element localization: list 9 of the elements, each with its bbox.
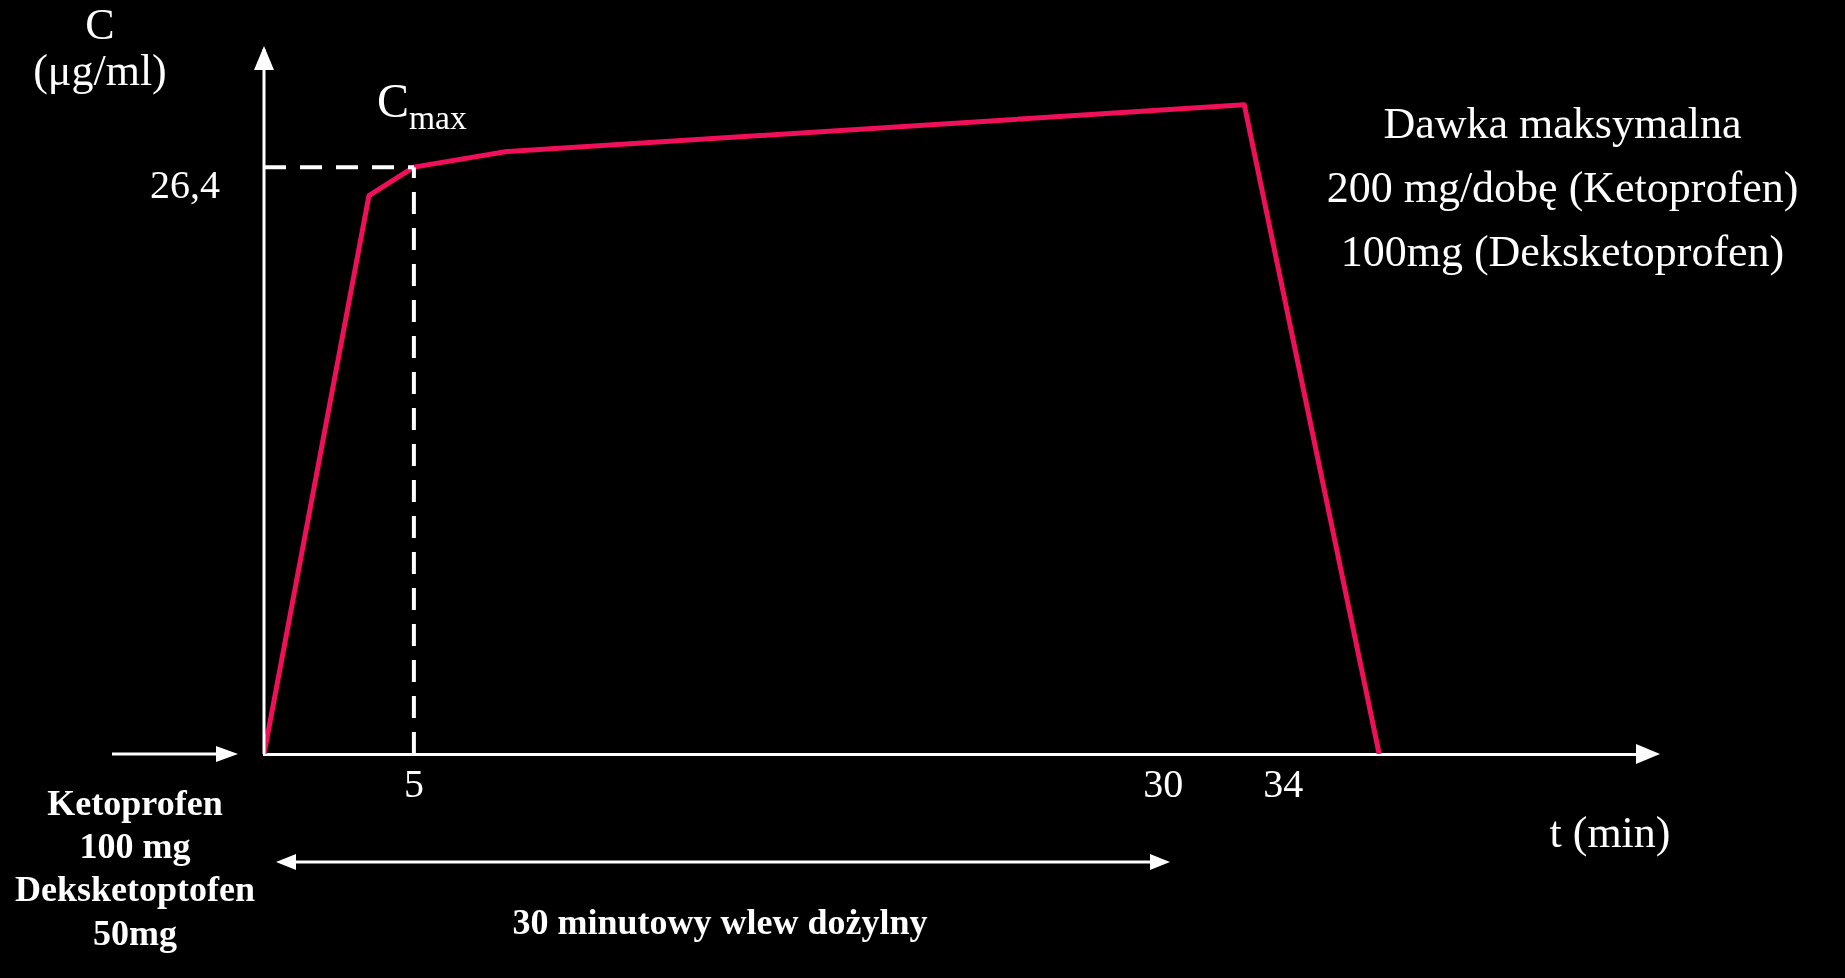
x-tick-label: 34 (1263, 760, 1304, 806)
x-tick-label: 30 (1143, 760, 1184, 806)
text: 26,4 (149, 161, 220, 209)
x-tick-label: 5 (403, 760, 424, 806)
text: Ketoprofen 100 mg Deksketoptofen 50mg (14, 782, 256, 955)
annotation: Dawka maksymalna 200 mg/dobę (Ketoprofen) 100mg (Deksketoprofen) (1325, 98, 1800, 278)
text: 30 minutowy wlew dożylny (511, 901, 929, 944)
y-axis-title: C (μg/ml) (32, 0, 168, 96)
x-axis-title: t (min) (1548, 807, 1672, 859)
